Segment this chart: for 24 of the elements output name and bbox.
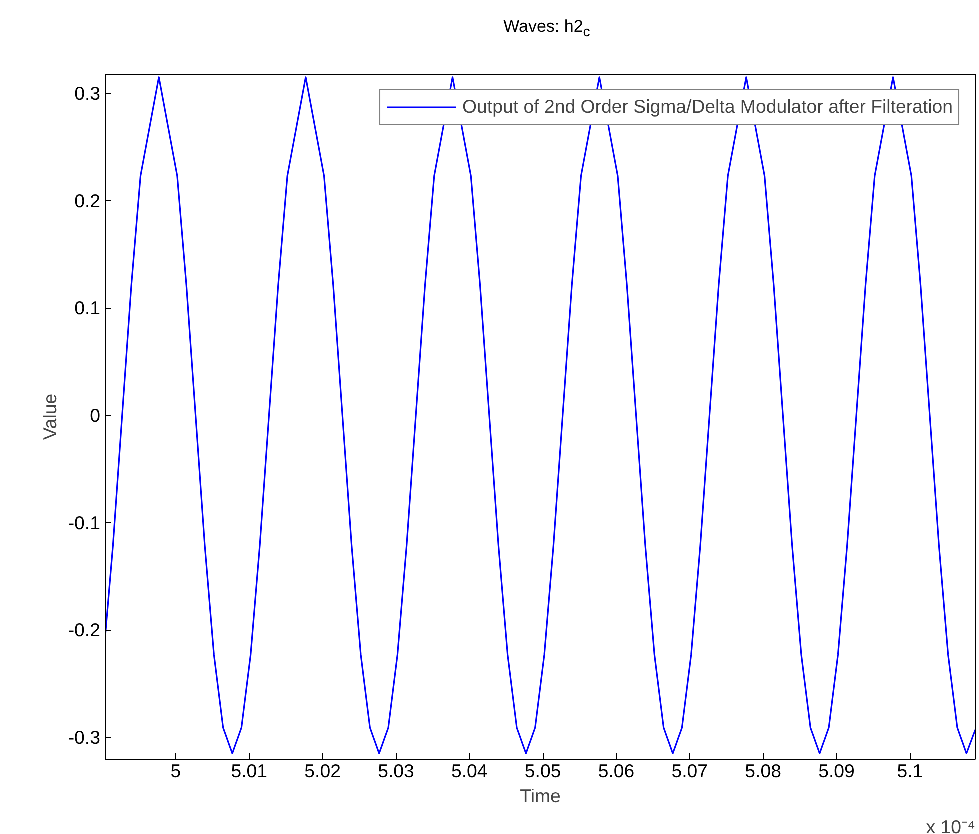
x-tick-label: 5 xyxy=(170,760,182,782)
line-series xyxy=(106,76,976,754)
text: x 10⁻⁴ xyxy=(926,816,976,834)
legend-label: Output of 2nd Order Sigma/Delta Modulator after Filteration xyxy=(462,96,953,118)
x-tick-label: 5.06 xyxy=(598,760,635,782)
y-tick-label: -0.2 xyxy=(68,620,101,641)
y-tick-label: 0.2 xyxy=(74,190,101,212)
x-tick-label: 5.01 xyxy=(231,760,268,782)
x-tick-label: 5.1 xyxy=(897,760,924,782)
x-tick-label: 5.03 xyxy=(378,760,414,782)
x-tick-label: 5.02 xyxy=(304,760,341,782)
y-tick-label: 0 xyxy=(90,404,101,426)
x-tick-label: 5.07 xyxy=(672,760,708,782)
y-tick-label: 0.3 xyxy=(74,83,101,104)
x-axis-title: Time xyxy=(520,786,561,806)
x-tick-label: 5.09 xyxy=(818,760,855,782)
y-tick-label: -0.1 xyxy=(68,512,101,534)
x-tick-label: 5.08 xyxy=(745,760,782,782)
y-tick-label: 0.1 xyxy=(74,298,101,319)
chart-title: Waves: h2$_{c}$ xyxy=(504,16,590,42)
x-tick-label: 5.05 xyxy=(524,760,562,782)
y-tick-label: -0.3 xyxy=(68,726,101,748)
y-axis-title: Value xyxy=(39,394,60,440)
x-tick-label: 5.04 xyxy=(451,760,488,782)
